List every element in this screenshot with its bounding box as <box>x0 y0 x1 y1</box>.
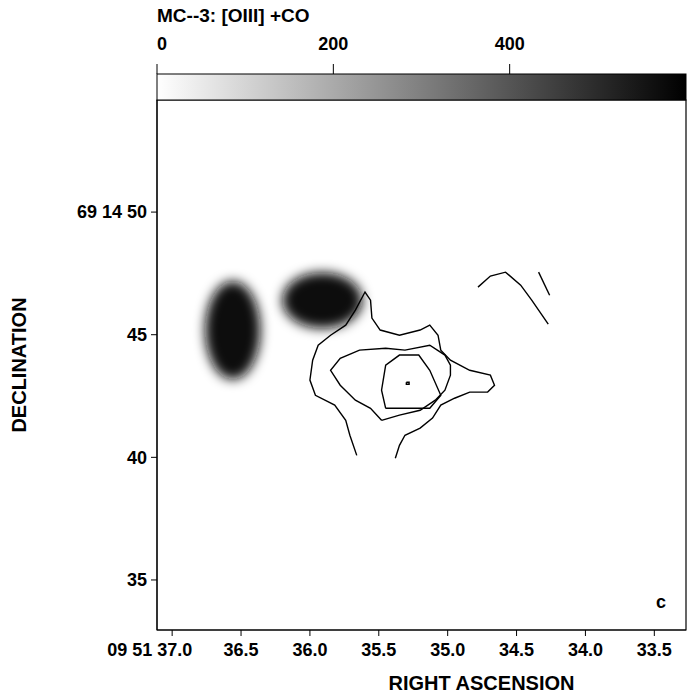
svg-text:34.5: 34.5 <box>499 640 534 660</box>
svg-text:69 14 50: 69 14 50 <box>77 202 147 222</box>
svg-text:35.5: 35.5 <box>361 640 396 660</box>
svg-text:400: 400 <box>495 34 525 54</box>
svg-text:34.0: 34.0 <box>568 640 603 660</box>
svg-text:DECLINATION: DECLINATION <box>8 297 30 432</box>
svg-text:35.0: 35.0 <box>430 640 465 660</box>
svg-text:0: 0 <box>157 34 167 54</box>
svg-text:40: 40 <box>127 448 147 468</box>
svg-text:36.0: 36.0 <box>292 640 327 660</box>
svg-text:RIGHT ASCENSION: RIGHT ASCENSION <box>389 672 575 694</box>
svg-text:45: 45 <box>127 325 147 345</box>
svg-text:35: 35 <box>127 570 147 590</box>
svg-text:200: 200 <box>318 34 348 54</box>
svg-text:33.5: 33.5 <box>637 640 672 660</box>
svg-text:09 51 37.0: 09 51 37.0 <box>107 640 192 660</box>
svg-text:c: c <box>656 592 666 612</box>
svg-text:36.5: 36.5 <box>224 640 259 660</box>
svg-text:MC--3: [OIII] +CO: MC--3: [OIII] +CO <box>157 5 310 26</box>
